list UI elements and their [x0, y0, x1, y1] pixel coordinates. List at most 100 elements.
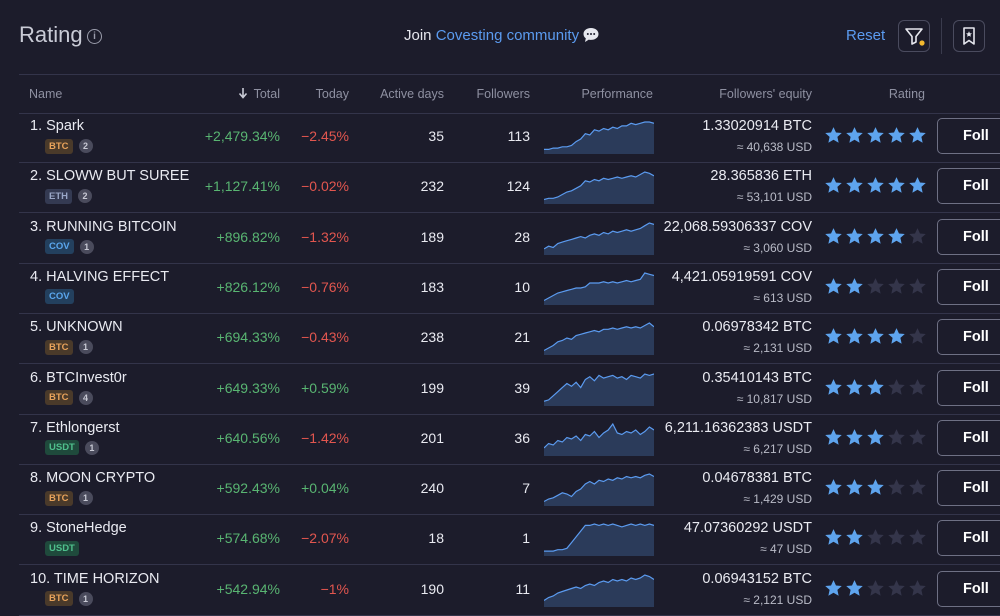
table-row[interactable]: 3. RUNNING BITCOIN COV 1 +896.82% −1.32% 189 2… — [19, 213, 1000, 264]
table-row[interactable]: 8. MOON CRYPTO BTC 1 +592.43% +0.04% 240 7 0.04… — [19, 464, 1000, 516]
table-row[interactable]: 1. Spark BTC 2 +2,479.34% −2.45% 35 113 1.33020… — [19, 112, 1000, 163]
followers-equity-usd: ≈ 47 USD — [760, 542, 812, 557]
count-badge: 1 — [78, 491, 93, 506]
star-empty-icon — [909, 378, 926, 395]
today-return: −0.76% — [301, 278, 349, 295]
column-active-days[interactable]: Active days — [380, 87, 444, 101]
rating-stars — [824, 327, 927, 346]
trader-name[interactable]: 6. BTCInvest0r — [30, 369, 127, 386]
follow-button[interactable]: Foll — [937, 118, 1000, 154]
active-days-value: 238 — [420, 329, 444, 346]
active-days-value: 183 — [420, 278, 444, 295]
followers-equity-value: 47.07360292 USDT — [683, 520, 812, 537]
followers-count: 124 — [506, 178, 530, 195]
follow-button[interactable]: Foll — [937, 419, 1000, 456]
info-icon[interactable]: i — [87, 29, 102, 44]
chat-bubble-icon — [583, 28, 599, 42]
column-total[interactable]: Total — [238, 87, 280, 101]
reset-button[interactable]: Reset — [846, 27, 886, 44]
sparkline-area — [544, 272, 654, 305]
star-filled-icon — [825, 278, 842, 294]
table-row[interactable]: 2. SLOWW BUT SUREE ETH 2 +1,127.41% −0.02% 23… — [19, 162, 1000, 214]
trader-name[interactable]: 1. Spark — [30, 118, 84, 134]
star-filled-icon — [867, 227, 884, 244]
followers-equity-value: 0.06978342 BTC — [702, 319, 812, 336]
star-filled-icon — [846, 177, 863, 194]
sparkline-line — [544, 221, 654, 250]
table-row[interactable]: 7. Ethlongerst USDT 1 +640.56% −1.42% 201 36 6,… — [19, 414, 1000, 465]
follow-button[interactable]: Foll — [937, 369, 1000, 406]
active-days-value: 18 — [428, 530, 444, 547]
total-return: +592.43% — [216, 480, 280, 497]
performance-sparkline — [544, 422, 654, 456]
today-return: +0.04% — [301, 480, 349, 497]
rating-stars — [824, 277, 927, 296]
star-filled-icon — [846, 328, 863, 344]
trader-name[interactable]: 9. StoneHedge — [30, 520, 127, 537]
trader-name[interactable]: 5. UNKNOWN — [30, 319, 123, 336]
followers-count: 28 — [514, 228, 530, 245]
filter-button[interactable] — [898, 20, 930, 52]
trader-name[interactable]: 8. MOON CRYPTO — [30, 470, 156, 487]
table-row[interactable]: 4. HALVING EFFECT COV +826.12% −0.76% 183 10 4… — [19, 263, 1000, 314]
star-filled-icon — [888, 227, 905, 244]
follow-button[interactable]: Foll — [937, 470, 1000, 507]
sparkline-area — [544, 373, 654, 406]
performance-sparkline — [544, 322, 654, 356]
bookmark-star-icon — [963, 27, 975, 45]
covesting-community-link[interactable]: Covesting community — [435, 27, 580, 44]
table-row[interactable]: 6. BTCInvest0r BTC 4 +649.33% +0.59% 199 39 0.3… — [19, 364, 1000, 415]
trader-name[interactable]: 7. Ethlongerst — [30, 419, 120, 436]
star-filled-icon — [867, 127, 884, 143]
column-today[interactable]: Today — [315, 87, 349, 101]
star-filled-icon — [867, 177, 884, 194]
sparkline-area — [544, 524, 654, 557]
today-return: −2.45% — [301, 128, 349, 144]
star-empty-icon — [909, 428, 926, 445]
column-followers[interactable]: Followers — [476, 87, 531, 101]
trader-badges: COV — [45, 289, 74, 305]
column-rating[interactable]: Rating — [888, 87, 925, 101]
page-header: Rating i Join Covesting community Reset — [0, 0, 1000, 72]
rating-stars — [824, 227, 927, 246]
star-empty-icon — [909, 479, 926, 495]
bookmark-button[interactable] — [953, 20, 985, 52]
follow-button[interactable]: Foll — [937, 520, 1000, 557]
trader-name[interactable]: 3. RUNNING BITCOIN — [30, 218, 177, 235]
followers-equity-value: 0.06943152 BTC — [702, 570, 812, 587]
follow-button[interactable]: Foll — [937, 570, 1000, 607]
trader-name[interactable]: 2. SLOWW BUT SUREE — [30, 168, 190, 185]
trader-name[interactable]: 4. HALVING EFFECT — [30, 268, 170, 285]
followers-equity-value: 28.365836 ETH — [710, 168, 812, 185]
followers-equity-usd: ≈ 53,101 USD — [736, 190, 812, 205]
star-filled-icon — [909, 127, 926, 143]
star-filled-icon — [846, 479, 863, 495]
count-badge: 1 — [78, 340, 93, 355]
sparkline-line — [544, 574, 654, 601]
trader-badges: COV 1 — [45, 239, 94, 255]
table-row[interactable]: 5. UNKNOWN BTC 1 +694.33% −0.43% 238 21 0.06978… — [19, 313, 1000, 365]
active-days-value: 35 — [428, 128, 444, 144]
follow-button[interactable]: Foll — [937, 268, 1000, 305]
column-name[interactable]: Name — [29, 87, 63, 101]
coin-badge: BTC — [45, 490, 73, 506]
follow-button[interactable]: Foll — [937, 168, 1000, 205]
follow-button[interactable]: Foll — [937, 218, 1000, 255]
followers-equity-usd: ≈ 6,217 USD — [743, 441, 812, 456]
star-filled-icon — [825, 227, 842, 244]
column-followers-equity[interactable]: Followers' equity — [719, 87, 812, 101]
coin-badge: COV — [45, 289, 74, 305]
table-row[interactable]: 9. StoneHedge USDT +574.68% −2.07% 18 1 47.073… — [19, 514, 1000, 566]
star-empty-icon — [888, 529, 905, 546]
active-days-value: 189 — [420, 228, 444, 245]
rating-stars — [824, 478, 927, 497]
table-row[interactable]: 10. TIME HORIZON BTC 1 +542.94% −1% 190 11 0.06… — [19, 565, 1000, 616]
followers-equity-usd: ≈ 10,817 USD — [736, 391, 812, 406]
coin-badge: BTC — [45, 390, 73, 405]
coin-badge: ETH — [45, 188, 72, 204]
rating-stars — [824, 176, 927, 195]
trader-name[interactable]: 10. TIME HORIZON — [30, 570, 160, 587]
coin-badge: BTC — [45, 339, 73, 355]
followers-equity-value: 0.04678381 BTC — [702, 470, 812, 487]
follow-button[interactable]: Foll — [937, 319, 1000, 356]
